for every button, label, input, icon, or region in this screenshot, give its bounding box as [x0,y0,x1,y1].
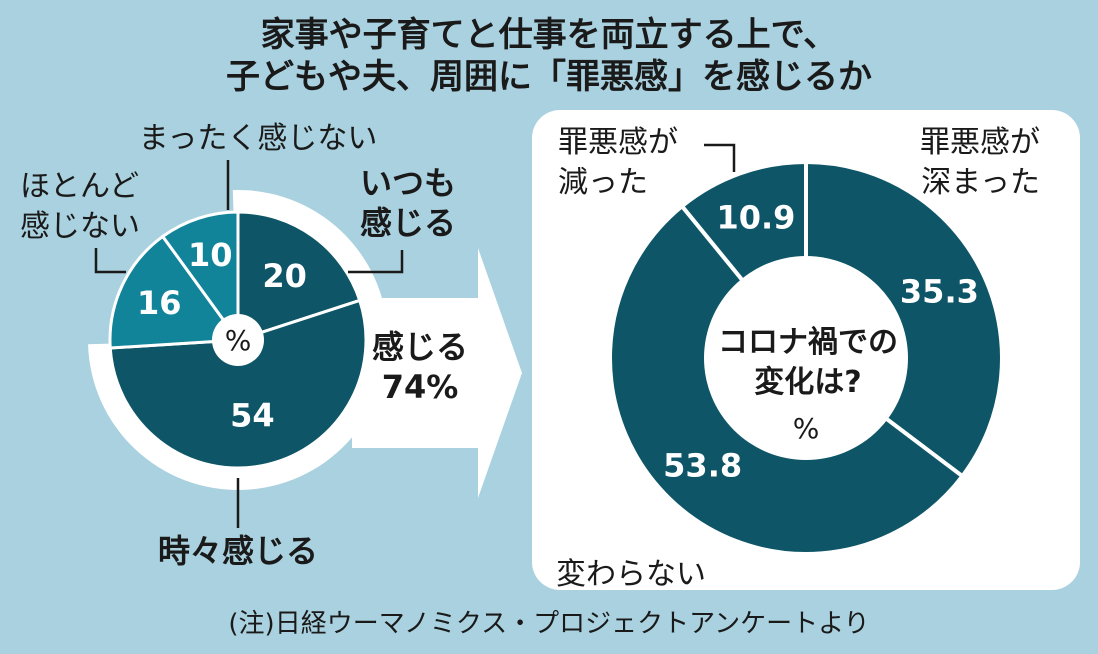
feel-arrow [352,248,522,498]
pie1-slice-3 [160,210,240,345]
pie2-leader-reduced [704,143,736,172]
pie1-value-2: 16 [137,284,182,322]
pie2-value-2: 10.9 [716,199,795,237]
source-note: (注)日経ウーマノミクス・プロジェクトアンケートより [228,609,869,639]
pie1-label-always-line2: 感じる [360,204,456,242]
donut-unit: % [793,412,820,445]
pie1-slice-2 [108,234,241,350]
pie2-center-hole [704,256,908,460]
arrow-label-line2: 74% [382,368,459,406]
pie1-value-1: 54 [230,396,275,434]
pie2-value-1: 53.8 [663,446,742,484]
pie1-center-hole [212,314,264,366]
pie2-slice-0 [804,159,1004,479]
pie2-label-reduced-line1: 罪悪感が [558,125,678,160]
pie1-slice-1 [108,298,368,470]
donut-center-line2: 変化は? [754,365,861,400]
pie1-leader-rarely [94,248,126,274]
pie2-value-0: 35.3 [900,273,979,311]
pie1-leader-always [348,250,404,274]
pie2-label-deeper-line1: 罪悪感が [920,125,1040,160]
pie1-label-never: まったく感じない [139,121,378,156]
change-donut: 35.3 53.8 10.9 [608,159,1004,556]
pie1-label-rarely-line1: ほとんど [20,169,139,204]
pie1-value-0: 20 [262,257,307,295]
arrow-label-line1: 感じる [372,328,468,366]
chart-title-line2: 子どもや夫、周囲に「罪悪感」を感じるか [226,57,872,97]
chart-title-line1: 家事や子育てと仕事を両立する上で、 [261,15,838,55]
pie1-slice-0 [236,210,362,343]
pie1-label-rarely-line2: 感じない [20,209,140,244]
pie2-label-deeper-line2: 深まった [921,165,1040,200]
pie1-value-3: 10 [188,236,233,274]
donut-center-line1: コロナ禍での [718,325,898,360]
pie1-unit: % [225,324,252,357]
pie2-label-unchanged: 変わらない [556,557,706,592]
pie1-label-sometimes: 時々感じる [158,532,318,570]
pie2-label-reduced-line2: 減った [558,165,648,200]
pie1-label-always-line1: いつも [360,164,456,202]
